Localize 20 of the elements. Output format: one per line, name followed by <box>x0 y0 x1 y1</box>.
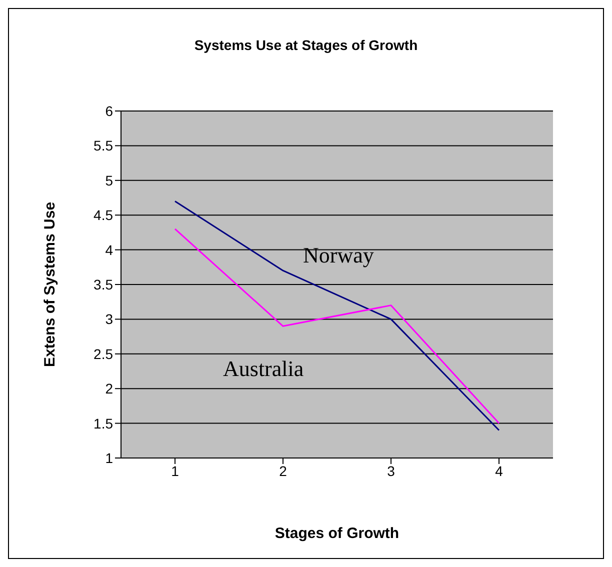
y-tick-label: 1 <box>105 450 114 466</box>
x-tick-label: 3 <box>387 462 396 479</box>
y-tick-label: 3 <box>105 311 114 328</box>
y-tick-label: 1.5 <box>94 415 114 432</box>
y-tick-label: 2.5 <box>94 346 114 362</box>
y-tick-label: 6 <box>105 102 114 119</box>
series-label: Norway <box>303 242 374 268</box>
y-tick-label: 5.5 <box>94 138 114 154</box>
y-tick-label: 5 <box>105 172 114 188</box>
y-tick-label: 4 <box>105 242 114 258</box>
y-axis-title: Extens of Systems Use <box>41 202 58 368</box>
series-label: Australia <box>223 356 304 382</box>
x-tick-label: 1 <box>171 462 180 479</box>
x-tick-label: 4 <box>495 462 504 479</box>
x-axis-title: Stages of Growth <box>274 525 400 542</box>
y-tick-label: 3.5 <box>94 276 114 292</box>
y-tick-label: 2 <box>105 380 114 397</box>
y-tick-label: 4.5 <box>94 207 114 224</box>
chart-title: Systems Use at Stages of Growth <box>193 37 419 53</box>
x-tick-label: 2 <box>279 462 288 479</box>
